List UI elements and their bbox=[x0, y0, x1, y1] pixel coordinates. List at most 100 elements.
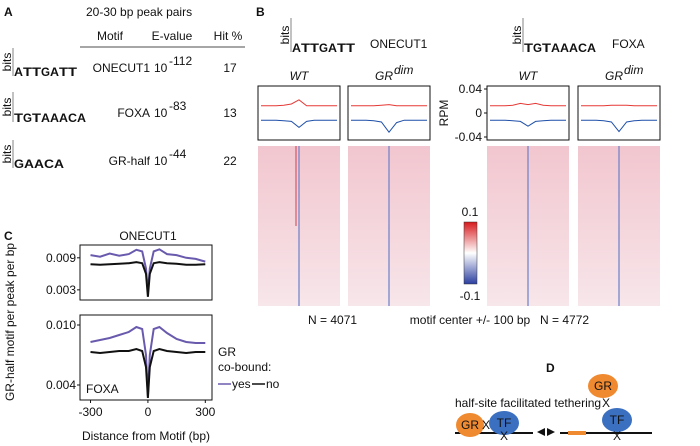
logo-letter: A bbox=[41, 111, 50, 125]
legend-label: yes bbox=[232, 377, 251, 391]
colorbar bbox=[463, 221, 478, 285]
motif-name: ONECUT1 bbox=[370, 37, 428, 51]
rpm-tick-label: -0.04 bbox=[455, 130, 483, 144]
logo-axis-label: bits bbox=[278, 26, 292, 45]
half-site bbox=[568, 431, 586, 435]
profile-line bbox=[490, 102, 566, 107]
x-tick-label: 300 bbox=[195, 405, 215, 419]
panel-label: C bbox=[4, 229, 13, 243]
condition-superscript: dim bbox=[624, 63, 643, 77]
diagram-label: X bbox=[613, 429, 621, 443]
panel-label: A bbox=[4, 5, 13, 19]
logo-letter: T bbox=[23, 65, 33, 79]
logo-letter: T bbox=[301, 41, 311, 55]
logo-letter: G bbox=[533, 41, 542, 55]
panel-label: B bbox=[256, 5, 265, 19]
plot-title: ONECUT1 bbox=[119, 229, 177, 243]
gr-protein bbox=[588, 374, 618, 398]
logo-letter: A bbox=[77, 111, 86, 125]
profile-line bbox=[90, 347, 206, 399]
hit-percent: 17 bbox=[223, 61, 237, 75]
footer-text: N = 4071 bbox=[308, 313, 357, 327]
logo-letter: T bbox=[32, 65, 42, 79]
motif-name: FOXA bbox=[117, 106, 150, 120]
logo-letter: G bbox=[23, 111, 32, 125]
condition-superscript: dim bbox=[394, 63, 413, 77]
tf-protein bbox=[602, 408, 632, 432]
logo-letter: A bbox=[50, 65, 59, 79]
diagram-title: half-site facilitated tethering bbox=[455, 396, 601, 410]
profile-frame bbox=[577, 85, 661, 141]
logo-letter: T bbox=[310, 41, 320, 55]
heatmap-center bbox=[618, 146, 620, 306]
rpm-tick-label: 0.04 bbox=[459, 82, 483, 96]
evalue-base: 10 bbox=[154, 61, 168, 75]
table-header: Hit % bbox=[214, 29, 243, 43]
profile-frame bbox=[486, 85, 570, 141]
logo-letter: T bbox=[32, 111, 42, 125]
diagram-label: X bbox=[602, 396, 610, 410]
plot-title: FOXA bbox=[86, 382, 119, 396]
logo-axis-label: bits bbox=[0, 98, 14, 117]
table-title: 20-30 bp peak pairs bbox=[86, 5, 192, 19]
x-axis-label: Distance from Motif (bp) bbox=[82, 429, 210, 443]
logo-letter: T bbox=[68, 65, 78, 79]
diagram-label: X bbox=[500, 429, 508, 443]
footer-text: motif center +/- 100 bp bbox=[410, 313, 531, 327]
logo-letter: G bbox=[14, 157, 24, 171]
profile-line bbox=[261, 99, 337, 107]
logo-letter: A bbox=[50, 111, 59, 125]
y-tick-label: 0.009 bbox=[46, 251, 76, 265]
plot-frame bbox=[79, 314, 213, 401]
logo-letter: A bbox=[328, 41, 337, 55]
logo-letter: C bbox=[68, 111, 77, 125]
colorbar-label: 0.1 bbox=[462, 205, 479, 219]
heatmap-center bbox=[388, 146, 390, 306]
profile-line bbox=[351, 104, 427, 107]
logo-letter: T bbox=[59, 65, 69, 79]
evalue-exponent: -112 bbox=[169, 54, 192, 68]
logo-letter: A bbox=[14, 65, 23, 79]
y-axis-label: GR-half motif per peak per bp bbox=[3, 243, 17, 401]
profile-line bbox=[581, 104, 657, 107]
legend-title: co-bound: bbox=[218, 360, 271, 374]
motif-name: GR-half bbox=[109, 154, 151, 168]
profile-line bbox=[581, 119, 657, 133]
logo-letter: C bbox=[44, 157, 54, 171]
diagram-label: TF bbox=[610, 413, 625, 427]
footer-text: N = 4772 bbox=[540, 313, 589, 327]
y-tick-label: 0.004 bbox=[46, 378, 76, 392]
condition-label: WT bbox=[519, 69, 539, 83]
colorbar-label: -0.1 bbox=[460, 289, 481, 303]
table-header: Motif bbox=[97, 29, 124, 43]
rpm-tick-label: 0 bbox=[475, 106, 482, 120]
logo-axis-label: bits bbox=[0, 145, 14, 164]
diagram-label: TF bbox=[497, 416, 512, 430]
gr-protein bbox=[456, 413, 484, 437]
diagram-label: GR bbox=[461, 418, 479, 432]
y-tick-label: 0.010 bbox=[46, 318, 76, 332]
logo-letter: T bbox=[14, 111, 24, 125]
logo-letter: T bbox=[337, 41, 347, 55]
motif-name: FOXA bbox=[612, 37, 645, 51]
evalue-exponent: -44 bbox=[169, 147, 187, 161]
table-header: E-value bbox=[152, 29, 193, 43]
logo-letter: A bbox=[569, 41, 578, 55]
logo-axis-label: bits bbox=[0, 53, 14, 72]
condition-label: WT bbox=[290, 69, 310, 83]
logo-letter: A bbox=[24, 157, 34, 171]
logo-letter: A bbox=[59, 111, 68, 125]
legend-title: GR bbox=[218, 345, 236, 359]
logo-letter: G bbox=[41, 65, 50, 79]
evalue-base: 10 bbox=[154, 106, 168, 120]
logo-letter: A bbox=[551, 41, 560, 55]
motif-name: ONECUT1 bbox=[93, 61, 151, 75]
logo-letter: G bbox=[319, 41, 328, 55]
tf-protein bbox=[489, 411, 519, 435]
x-tick-label: 0 bbox=[145, 405, 152, 419]
heatmap-center bbox=[527, 146, 529, 306]
profile-line bbox=[90, 261, 206, 297]
logo-letter: A bbox=[54, 157, 64, 171]
rpm-axis-label: RPM bbox=[437, 100, 451, 127]
